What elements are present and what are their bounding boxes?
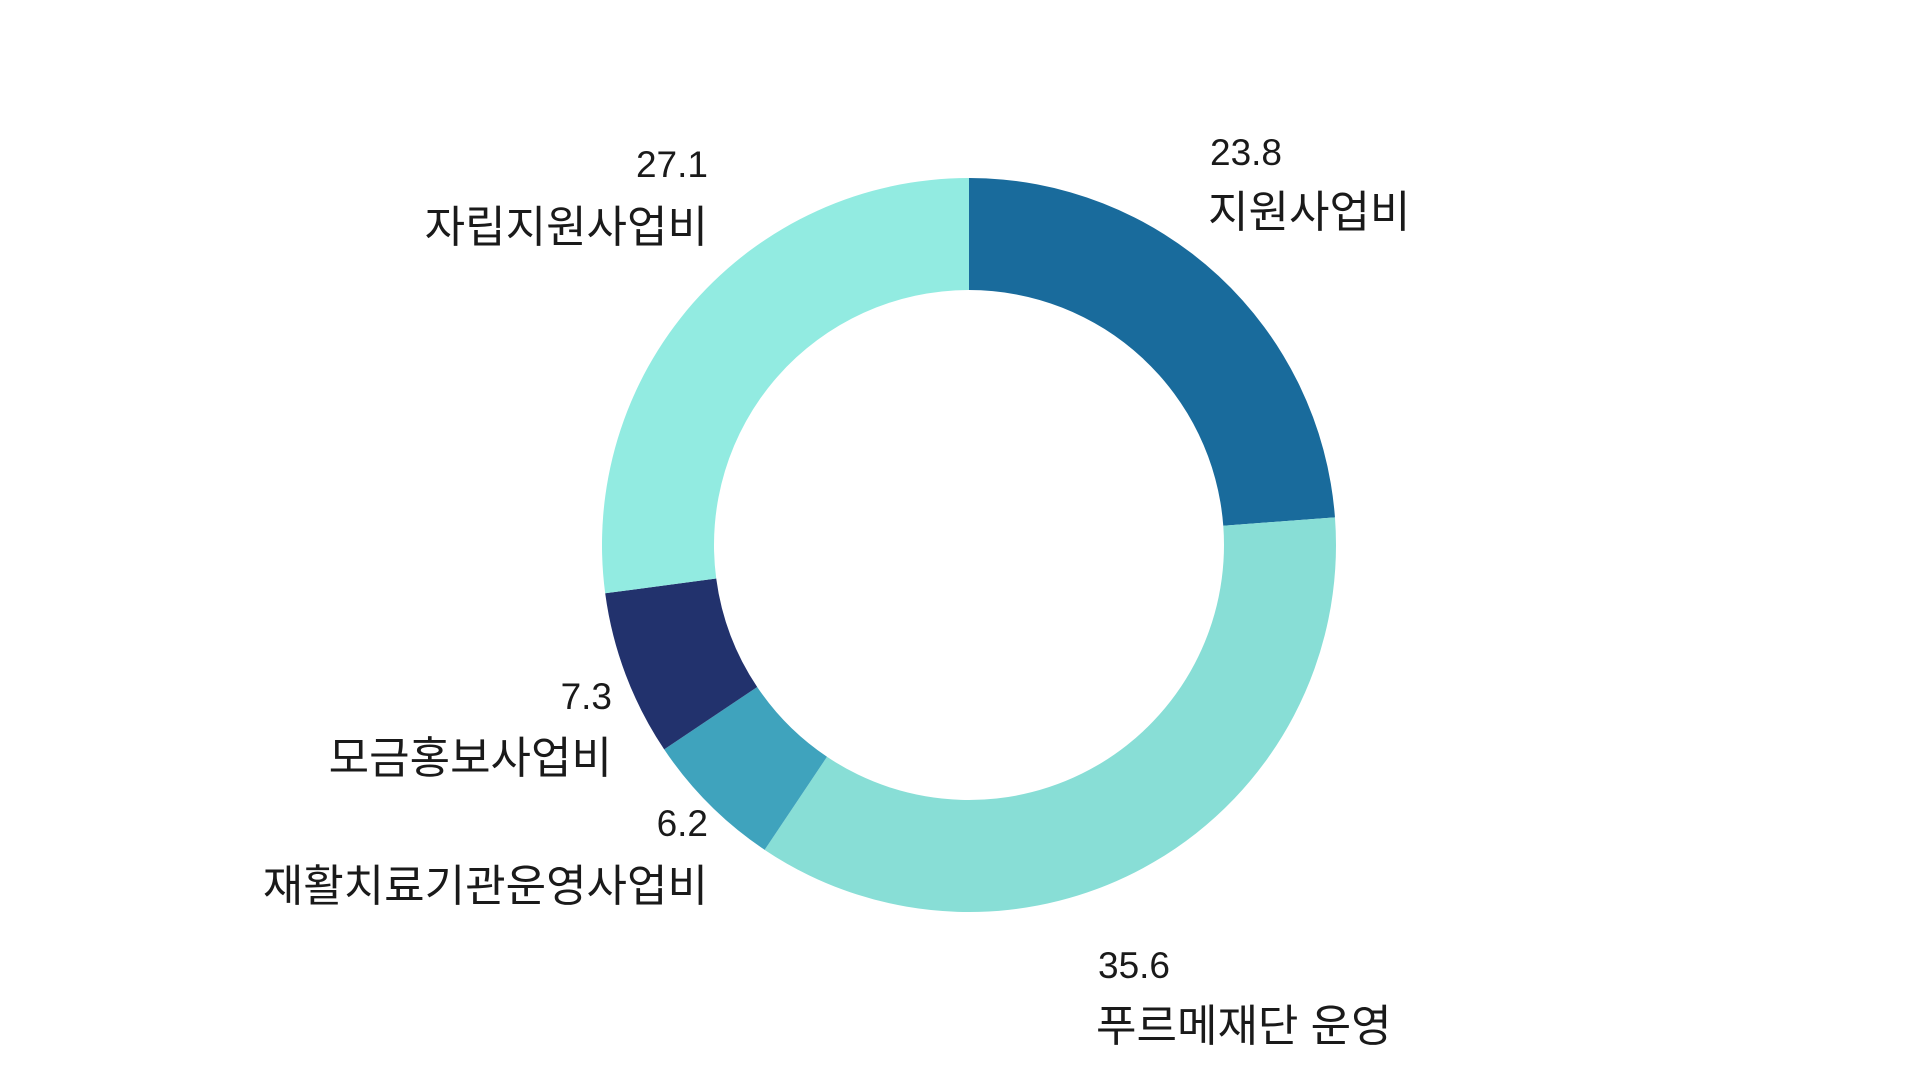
value-label-foundation-operation: 35.6 <box>1098 945 1170 986</box>
slice-rehab-institution <box>664 687 827 850</box>
value-label-rehab-institution: 6.2 <box>657 803 708 844</box>
category-label-independence-support: 자립지원사업비 <box>425 203 708 252</box>
slice-independence-support <box>602 178 969 594</box>
slice-foundation-operation <box>764 517 1336 912</box>
value-label-support-projects: 23.8 <box>1210 132 1282 173</box>
donut-slices <box>602 178 1336 912</box>
value-label-fundraising-promotion: 7.3 <box>561 676 612 717</box>
category-label-fundraising-promotion: 모금홍보사업비 <box>329 734 612 783</box>
slice-fundraising-promotion <box>605 578 758 750</box>
category-label-support-projects: 지원사업비 <box>1208 188 1410 237</box>
value-label-independence-support: 27.1 <box>636 144 708 185</box>
category-label-rehab-institution: 재활치료기관운영사업비 <box>263 862 708 911</box>
slice-support-projects <box>969 178 1335 526</box>
category-label-foundation-operation: 푸르메재단 운영 <box>1096 1002 1392 1051</box>
